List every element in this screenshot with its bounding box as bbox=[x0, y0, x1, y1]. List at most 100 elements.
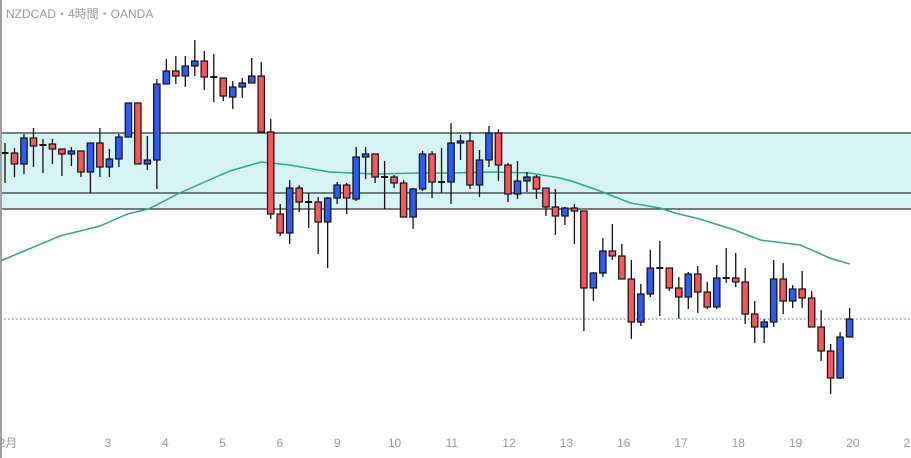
candle bbox=[504, 163, 512, 202]
candle-body-down bbox=[58, 148, 66, 155]
candle bbox=[10, 148, 19, 177]
candle-body-down bbox=[741, 281, 750, 315]
candle bbox=[314, 197, 322, 254]
candle-body-up bbox=[513, 180, 522, 195]
candle bbox=[20, 134, 28, 174]
chart-left-border bbox=[0, 0, 2, 458]
candle-body-up bbox=[409, 188, 417, 218]
candle-body-up bbox=[285, 187, 294, 234]
candle bbox=[513, 161, 522, 199]
candle bbox=[58, 148, 66, 176]
candle bbox=[285, 180, 294, 244]
candle-body-down bbox=[618, 255, 626, 280]
candle bbox=[124, 102, 133, 138]
candle-body-down bbox=[134, 102, 142, 165]
x-tick-label: 19 bbox=[789, 436, 803, 450]
candle-body-up bbox=[361, 153, 370, 158]
candle-body-up bbox=[162, 70, 171, 85]
candle bbox=[409, 188, 417, 229]
candle bbox=[181, 56, 190, 87]
candle-body-down bbox=[200, 60, 209, 78]
candle bbox=[665, 267, 674, 291]
candle-body-up bbox=[352, 156, 360, 200]
candle bbox=[674, 277, 683, 319]
candle-body-up bbox=[684, 273, 693, 298]
candle bbox=[760, 319, 769, 343]
x-tick-label: 23 bbox=[904, 436, 911, 450]
candle-body-down bbox=[731, 277, 740, 283]
candle-body-up bbox=[228, 86, 237, 98]
chart-title: NZDCAD・4時間・OANDA bbox=[6, 7, 154, 21]
candle bbox=[342, 183, 351, 214]
candle bbox=[836, 332, 844, 379]
x-tick-label: 2月 bbox=[0, 436, 17, 450]
candle-body-down bbox=[257, 75, 266, 133]
candle bbox=[295, 185, 303, 212]
candle-body-up bbox=[475, 159, 484, 186]
candle-body-down bbox=[494, 132, 503, 166]
candle-body-down bbox=[371, 153, 379, 178]
x-tick-label: 13 bbox=[560, 436, 574, 450]
candle bbox=[352, 147, 360, 201]
candle bbox=[210, 54, 218, 102]
candle bbox=[779, 263, 787, 314]
candle bbox=[485, 126, 493, 167]
candle bbox=[788, 285, 797, 308]
candle bbox=[115, 134, 123, 167]
candle bbox=[438, 148, 446, 193]
candle bbox=[172, 56, 180, 84]
x-tick-label: 9 bbox=[334, 436, 341, 450]
candle bbox=[305, 193, 313, 228]
candle-body-down bbox=[10, 152, 19, 165]
candle-body-down bbox=[48, 143, 57, 150]
candle-body-down bbox=[817, 326, 825, 352]
candle bbox=[257, 62, 266, 133]
candle bbox=[105, 149, 114, 177]
x-tick-label: 3 bbox=[105, 436, 112, 450]
candle-body-up bbox=[143, 159, 152, 165]
x-tick-label: 18 bbox=[732, 436, 746, 450]
x-tick-label: 4 bbox=[162, 436, 169, 450]
candle-body-up bbox=[247, 75, 256, 84]
candle-body-down bbox=[29, 137, 38, 147]
candle bbox=[741, 268, 750, 324]
x-tick-label: 17 bbox=[674, 436, 688, 450]
candle-body-up bbox=[20, 137, 28, 165]
candle bbox=[817, 310, 825, 361]
moving-average-line bbox=[0, 161, 850, 265]
candle-body-up bbox=[637, 293, 645, 323]
candle bbox=[418, 151, 427, 191]
candle bbox=[1, 143, 9, 183]
candle bbox=[826, 344, 835, 394]
candle bbox=[228, 81, 237, 109]
candle bbox=[523, 172, 531, 192]
candle bbox=[96, 128, 104, 177]
candle bbox=[542, 187, 550, 216]
candle-body-down bbox=[627, 278, 636, 323]
candle bbox=[381, 161, 389, 209]
x-tick-label: 11 bbox=[446, 436, 459, 450]
candle bbox=[845, 308, 854, 338]
candle-body-down bbox=[551, 206, 560, 217]
candle-body-down bbox=[390, 176, 398, 184]
candle-body-up bbox=[124, 102, 133, 138]
candle-body-down bbox=[674, 287, 683, 298]
candle-body-down bbox=[428, 153, 436, 183]
candle-body-down bbox=[266, 131, 275, 215]
candle bbox=[153, 79, 161, 189]
candle-body-up bbox=[447, 142, 455, 183]
candle-body-up bbox=[418, 153, 427, 190]
candle bbox=[371, 153, 379, 183]
candle bbox=[247, 58, 256, 84]
candle bbox=[77, 150, 85, 177]
candle bbox=[466, 132, 474, 189]
candle bbox=[561, 207, 569, 225]
candle-body-down bbox=[342, 184, 351, 199]
candle bbox=[608, 224, 617, 260]
candle bbox=[48, 139, 57, 164]
candle bbox=[39, 139, 47, 173]
candle-body-down bbox=[504, 164, 512, 195]
x-tick-label: 16 bbox=[617, 436, 631, 450]
candle bbox=[266, 119, 275, 219]
